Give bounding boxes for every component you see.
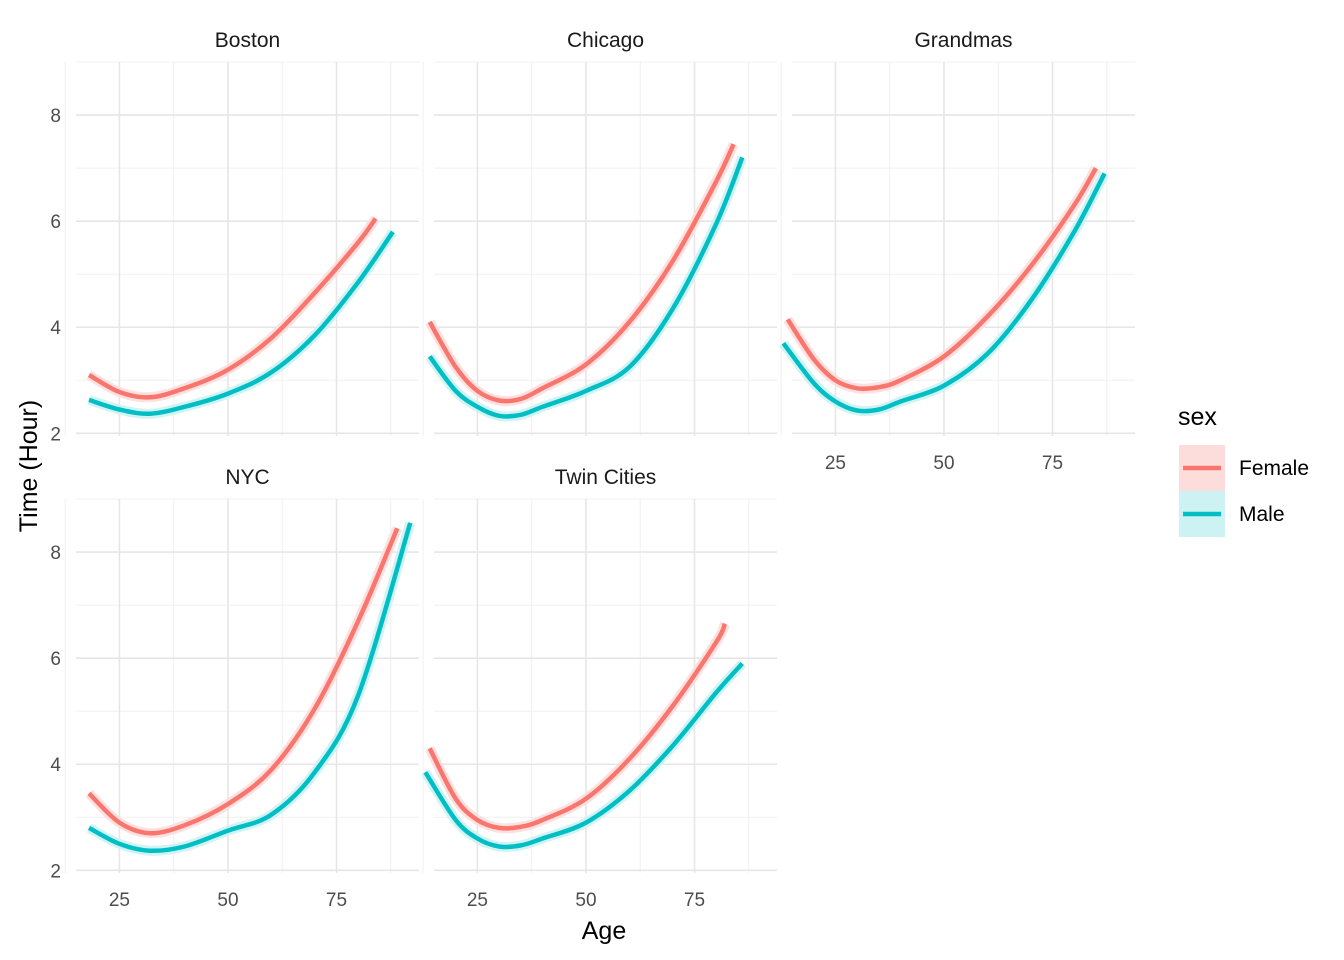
legend-label-male: Male — [1239, 503, 1285, 526]
y-tick-label: 2 — [50, 424, 61, 445]
facet-strip-label: Twin Cities — [555, 466, 657, 489]
series-line-female — [427, 622, 728, 831]
series-line-female — [427, 143, 736, 404]
confidence-band-female — [85, 526, 402, 839]
series-line-male — [781, 172, 1107, 414]
x-tick-label: 25 — [825, 453, 846, 474]
facet-panel-grandmas: Grandmas 25 50 75 — [779, 29, 1135, 474]
series-line-male — [423, 661, 744, 850]
x-tick-label: 50 — [575, 890, 596, 911]
facet-panel-boston: Boston 2 4 6 8 — [50, 29, 419, 445]
y-tick-label: 6 — [50, 212, 61, 233]
series-line-female — [87, 217, 378, 400]
facet-strip-label: Grandmas — [914, 29, 1012, 52]
x-tick-label: 50 — [217, 890, 238, 911]
series-line-male — [427, 156, 745, 419]
series-line-male — [88, 230, 395, 417]
facet-strip-label: Boston — [215, 29, 280, 52]
y-tick-label: 4 — [50, 755, 61, 776]
series-line-female — [785, 166, 1098, 392]
y-tick-label: 2 — [50, 861, 61, 882]
x-tick-label: 25 — [109, 890, 130, 911]
x-tick-label: 75 — [684, 890, 705, 911]
series-line-male — [87, 522, 413, 854]
confidence-band-female — [425, 621, 730, 834]
series-line-female — [87, 527, 400, 836]
legend-label-female: Female — [1239, 457, 1309, 480]
facet-panels: Boston 2 4 6 8 Chicago Grandmas 25 50 75 NYC 2 4 6 8 25… — [50, 29, 1135, 911]
facet-strip-label: NYC — [225, 466, 269, 489]
y-axis-title: Time (Hour) — [15, 400, 43, 532]
y-tick-label: 8 — [50, 543, 61, 564]
x-tick-label: 50 — [933, 453, 954, 474]
y-tick-label: 6 — [50, 649, 61, 670]
legend-title: sex — [1178, 403, 1217, 431]
x-tick-label: 25 — [467, 890, 488, 911]
x-tick-label: 75 — [326, 890, 347, 911]
y-tick-label: 4 — [50, 318, 61, 339]
facet-strip-label: Chicago — [567, 29, 644, 52]
x-axis-title: Age — [582, 917, 626, 945]
facet-panel-chicago: Chicago — [422, 29, 777, 436]
x-tick-label: 75 — [1042, 453, 1063, 474]
facet-panel-twin-cities: Twin Cities 25 50 75 — [421, 466, 777, 911]
legend: sex Female Male — [1178, 403, 1309, 537]
facet-panel-nyc: NYC 2 4 6 8 25 50 75 — [50, 466, 419, 911]
y-tick-label: 8 — [50, 106, 61, 127]
